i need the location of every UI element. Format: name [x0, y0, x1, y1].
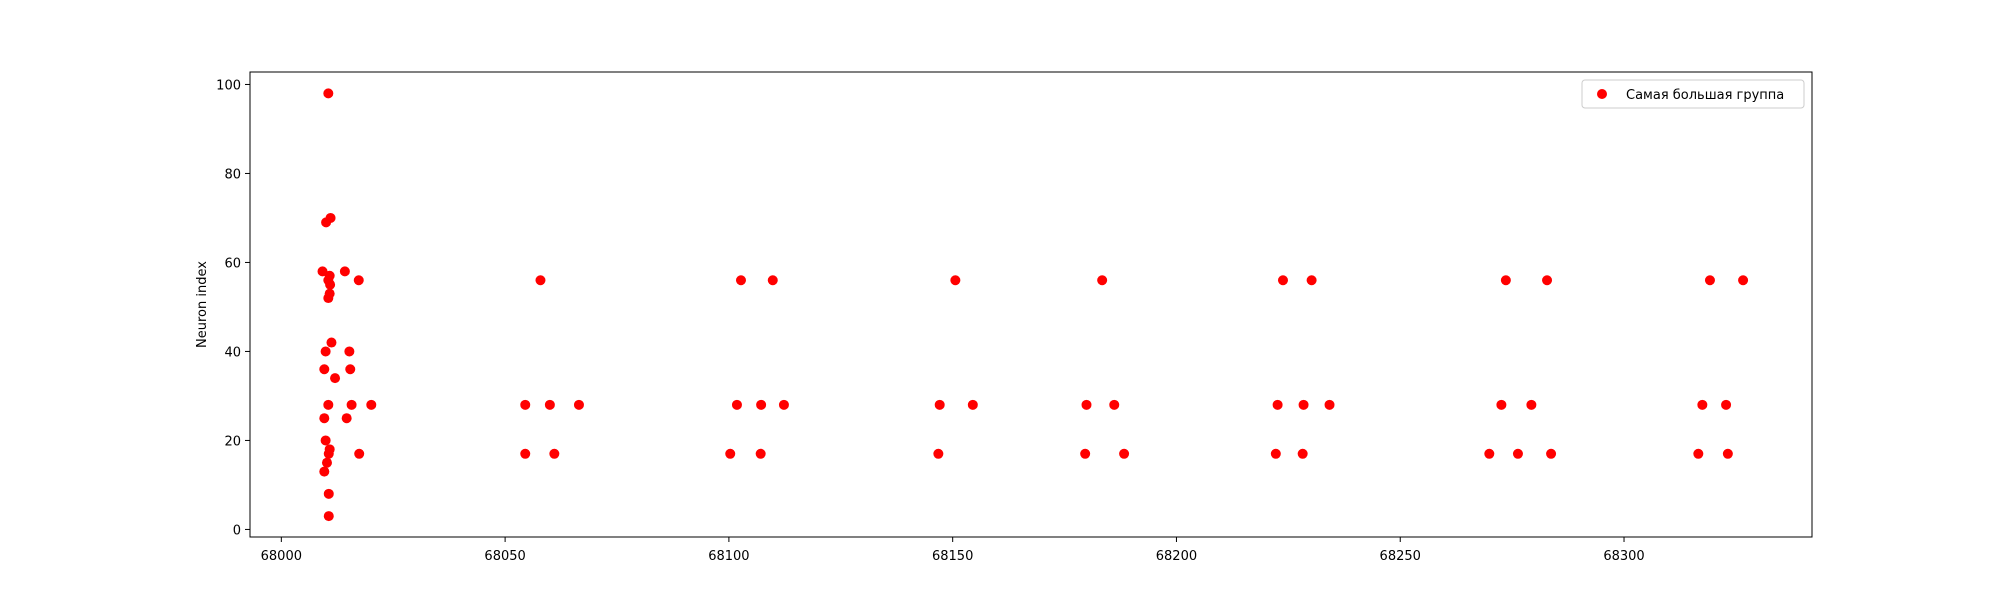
data-point	[755, 448, 766, 459]
data-point	[1298, 399, 1309, 410]
y-tick-label: 0	[233, 523, 241, 538]
data-point	[934, 399, 945, 410]
x-tick-label: 68100	[708, 549, 749, 564]
x-tick-label: 68000	[261, 549, 302, 564]
data-point	[1097, 275, 1108, 286]
data-point	[323, 488, 334, 499]
data-point	[320, 346, 331, 357]
data-point	[319, 413, 330, 424]
x-tick-label: 68050	[484, 549, 525, 564]
data-point	[1546, 448, 1557, 459]
data-point	[345, 364, 356, 375]
data-point	[1512, 448, 1523, 459]
data-point	[1119, 448, 1130, 459]
data-point	[573, 399, 584, 410]
data-point	[330, 373, 341, 384]
data-point	[1277, 275, 1288, 286]
data-point	[325, 212, 336, 223]
data-point	[535, 275, 546, 286]
data-point	[321, 457, 332, 468]
data-point	[1722, 448, 1733, 459]
data-point	[1738, 275, 1749, 286]
x-axis: 68000 68050 68100 68150 68200 68250 68300	[261, 537, 1645, 564]
x-tick-label: 68300	[1603, 549, 1644, 564]
data-point	[323, 511, 334, 522]
data-point	[323, 88, 334, 99]
data-point	[1297, 448, 1308, 459]
data-point	[346, 399, 357, 410]
data-point	[1324, 399, 1335, 410]
data-point	[778, 399, 789, 410]
data-point	[735, 275, 746, 286]
data-point	[1272, 399, 1283, 410]
data-point	[1484, 448, 1495, 459]
data-point	[520, 399, 531, 410]
y-tick-label: 80	[224, 167, 241, 182]
data-point	[1693, 448, 1704, 459]
data-point	[319, 364, 330, 375]
data-point	[756, 399, 767, 410]
x-tick-label: 68200	[1156, 549, 1197, 564]
data-point	[1526, 399, 1537, 410]
data-point	[1542, 275, 1553, 286]
data-point	[1697, 399, 1708, 410]
legend-label: Самая большая группа	[1626, 88, 1784, 103]
data-point	[366, 399, 377, 410]
data-point	[354, 448, 365, 459]
data-point	[544, 399, 555, 410]
y-tick-label: 100	[216, 78, 241, 93]
data-point	[950, 275, 961, 286]
data-point	[933, 448, 944, 459]
data-point	[1270, 448, 1281, 459]
legend-marker	[1597, 89, 1607, 99]
data-point	[1081, 399, 1092, 410]
legend-box	[1581, 79, 1805, 109]
data-point	[1721, 399, 1732, 410]
data-point	[1080, 448, 1091, 459]
data-point	[1500, 275, 1511, 286]
data-point	[339, 266, 350, 277]
x-tick-label: 68250	[1380, 549, 1421, 564]
data-point	[353, 275, 364, 286]
data-point	[731, 399, 742, 410]
plot-frame	[249, 71, 1813, 538]
data-point	[967, 399, 978, 410]
x-tick-label: 68150	[932, 549, 973, 564]
data-point	[1496, 399, 1507, 410]
data-point	[341, 413, 352, 424]
data-point	[1306, 275, 1317, 286]
data-point	[344, 346, 355, 357]
data-point	[320, 435, 331, 446]
y-tick-label: 20	[224, 434, 241, 449]
y-axis: 0 20 40 60 80 100	[216, 78, 250, 538]
data-point	[520, 448, 531, 459]
data-point	[319, 466, 330, 477]
data-point	[1109, 399, 1120, 410]
data-point	[725, 448, 736, 459]
data-point	[767, 275, 778, 286]
data-point	[323, 448, 334, 459]
data-point	[317, 266, 328, 277]
legend: Самая большая группа	[1581, 79, 1805, 109]
data-point	[326, 337, 337, 348]
y-tick-label: 40	[224, 345, 241, 360]
y-axis-label: Neuron index	[195, 261, 210, 348]
points-layer	[317, 88, 1749, 522]
data-point	[323, 399, 334, 410]
data-point	[1704, 275, 1715, 286]
data-point	[549, 448, 560, 459]
data-point	[323, 293, 334, 304]
data-point	[325, 279, 336, 290]
y-tick-label: 60	[224, 256, 241, 271]
